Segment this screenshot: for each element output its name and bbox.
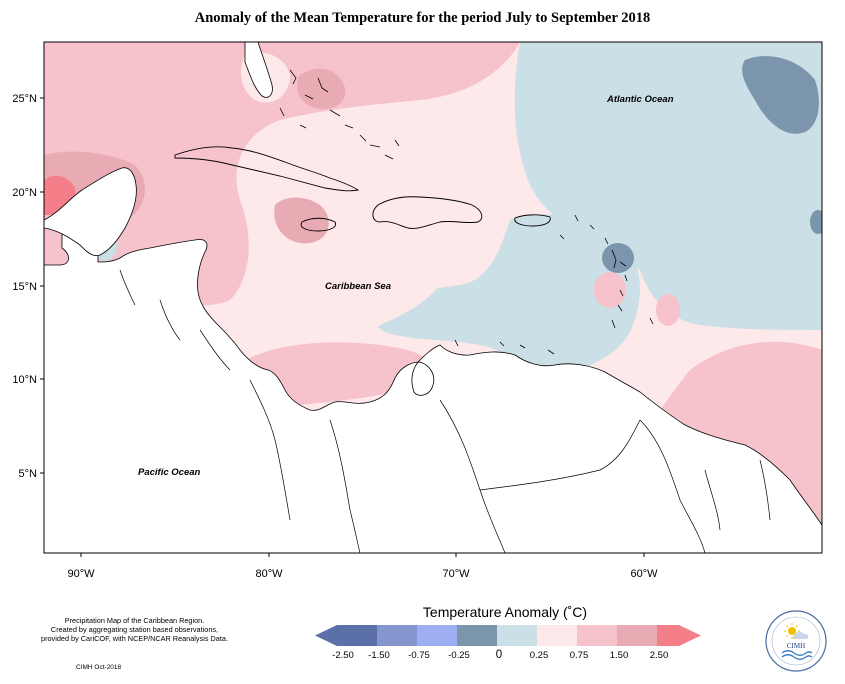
sun-cloud-wave-icon [781,623,813,660]
logo-inner-ring [771,616,821,666]
credits-line-3: provided by CariCOF, with NCEP/NCAR Rean… [41,634,228,643]
map-credits: Precipitation Map of the Caribbean Regio… [22,616,247,643]
map-plot-area: Atlantic Ocean Caribbean Sea Pacific Oce… [44,42,822,553]
lon-label-80w: 80°W [255,568,283,580]
anomaly-cool-spot-east-edge [810,210,822,234]
logo-ring [765,610,827,672]
land-florida [244,42,273,98]
anomaly-cool-region-atlantic [514,42,822,330]
anomaly-warm-spot-windward [594,272,626,308]
latitude-axis: 25°N 20°N 15°N 10°N 5°N [12,93,44,480]
land-bahamas [279,69,400,160]
credits-line-2: Created by aggregating station based obs… [50,625,219,634]
longitude-axis: 90°W 80°W 70°W 60°W [67,553,658,580]
land-central-south-america [44,231,822,553]
anomaly-warm-spot-barbados [656,294,680,326]
lon-label-70w: 70°W [442,568,470,580]
lon-label-60w: 60°W [630,568,658,580]
lat-label-20n: 20°N [12,187,37,199]
land-country-borders [119,269,771,553]
lat-label-15n: 15°N [12,281,37,293]
label-atlantic-ocean: Atlantic Ocean [606,94,674,105]
map-title: Anomaly of the Mean Temperature for the … [194,10,651,26]
legend-title: Temperature Anomaly (˚C) [422,604,588,620]
land-puerto-rico [514,214,551,227]
date-stamp: CIMH Oct-2018 [76,664,122,671]
land-hispaniola [372,196,483,229]
land-yucatan [44,167,137,257]
label-caribbean-sea: Caribbean Sea [325,281,391,292]
anomaly-cool-spot-northeast [742,56,819,134]
lat-label-25n: 25°N [12,93,37,105]
label-pacific-ocean: Pacific Ocean [138,467,201,478]
cimh-logo: CIMH [765,610,827,672]
anomaly-cool-spot-lesser-antilles [602,243,634,273]
logo-acronym: CIMH [787,642,805,650]
anomaly-neutral-band-caribbean [230,277,440,345]
anomaly-warm-spot-jamaica [274,197,329,244]
lon-label-90w: 90°W [67,568,95,580]
lat-label-5n: 5°N [19,468,38,480]
map-frame [43,41,823,554]
land-jamaica [300,217,337,232]
land-lesser-antilles [454,214,654,355]
anomaly-cool-region-caribbean-east [371,214,640,375]
credits-line-1: Precipitation Map of the Caribbean Regio… [64,616,205,625]
anomaly-warm-region-gulf [44,42,520,306]
lat-label-10n: 10°N [12,374,37,386]
land-cuba [174,146,360,192]
anomaly-warm-spot-bahamas [296,68,346,110]
